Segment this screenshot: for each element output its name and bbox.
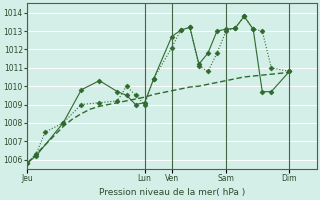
X-axis label: Pression niveau de la mer( hPa ): Pression niveau de la mer( hPa ) xyxy=(99,188,245,197)
